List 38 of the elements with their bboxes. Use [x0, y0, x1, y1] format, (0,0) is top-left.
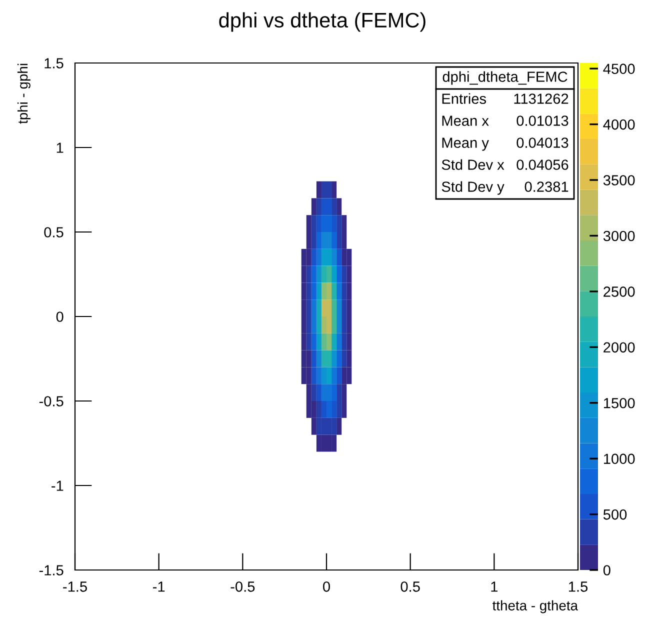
- x-tick-label: -1: [153, 582, 165, 592]
- x-tick-label: -0.5: [230, 581, 255, 592]
- y-tick-label: 0.5: [44, 227, 64, 238]
- color-bar-label: 2000: [604, 342, 635, 353]
- annotation: Mean y: [442, 138, 489, 151]
- y-tick-label: 0: [56, 312, 64, 322]
- annotation: Std Dev y: [442, 181, 504, 195]
- chart-title: dphi vs dtheta (FEMC): [219, 12, 426, 32]
- x-axis-title: ttheta - gtheta: [492, 600, 578, 614]
- annotation: 1131262: [514, 94, 568, 104]
- color-bar-label: 3500: [603, 175, 635, 186]
- x-tick-label: 1: [491, 582, 498, 592]
- annotation: Entries: [442, 93, 486, 104]
- color-bar-label: 3000: [603, 230, 635, 242]
- y-tick-label: -1: [52, 480, 64, 491]
- annotation: dphi_dtheta_FEMC: [442, 71, 568, 85]
- annotation: 0.2381: [524, 182, 568, 192]
- annotation: Mean x: [442, 116, 489, 126]
- color-bar-label: 4500: [603, 64, 635, 74]
- color-bar-label: 500: [603, 509, 627, 520]
- color-bar-label: 0: [603, 565, 610, 576]
- color-bar-label: 1500: [604, 398, 635, 408]
- color-bar-label: 2500: [604, 286, 635, 297]
- annotation: 0.01013: [516, 116, 568, 126]
- x-tick-label: 1.5: [568, 582, 588, 592]
- x-tick-label: 0: [323, 581, 330, 592]
- y-tick-label: 1.5: [44, 58, 64, 68]
- color-bar-label: 4000: [603, 119, 635, 130]
- annotation: 0.04056: [516, 160, 568, 170]
- y-tick-label: -1.5: [39, 565, 64, 576]
- y-tick-label: 1: [56, 142, 64, 153]
- x-tick-label: 0.5: [400, 581, 420, 592]
- y-tick-label: -0.5: [39, 396, 64, 406]
- annotation: Std Dev x: [442, 159, 504, 170]
- annotation: 0.04013: [516, 138, 568, 148]
- x-tick-label: -1.5: [63, 582, 87, 592]
- color-bar-label: 1000: [604, 454, 635, 464]
- y-axis-title: tphi - gphi: [17, 64, 30, 124]
